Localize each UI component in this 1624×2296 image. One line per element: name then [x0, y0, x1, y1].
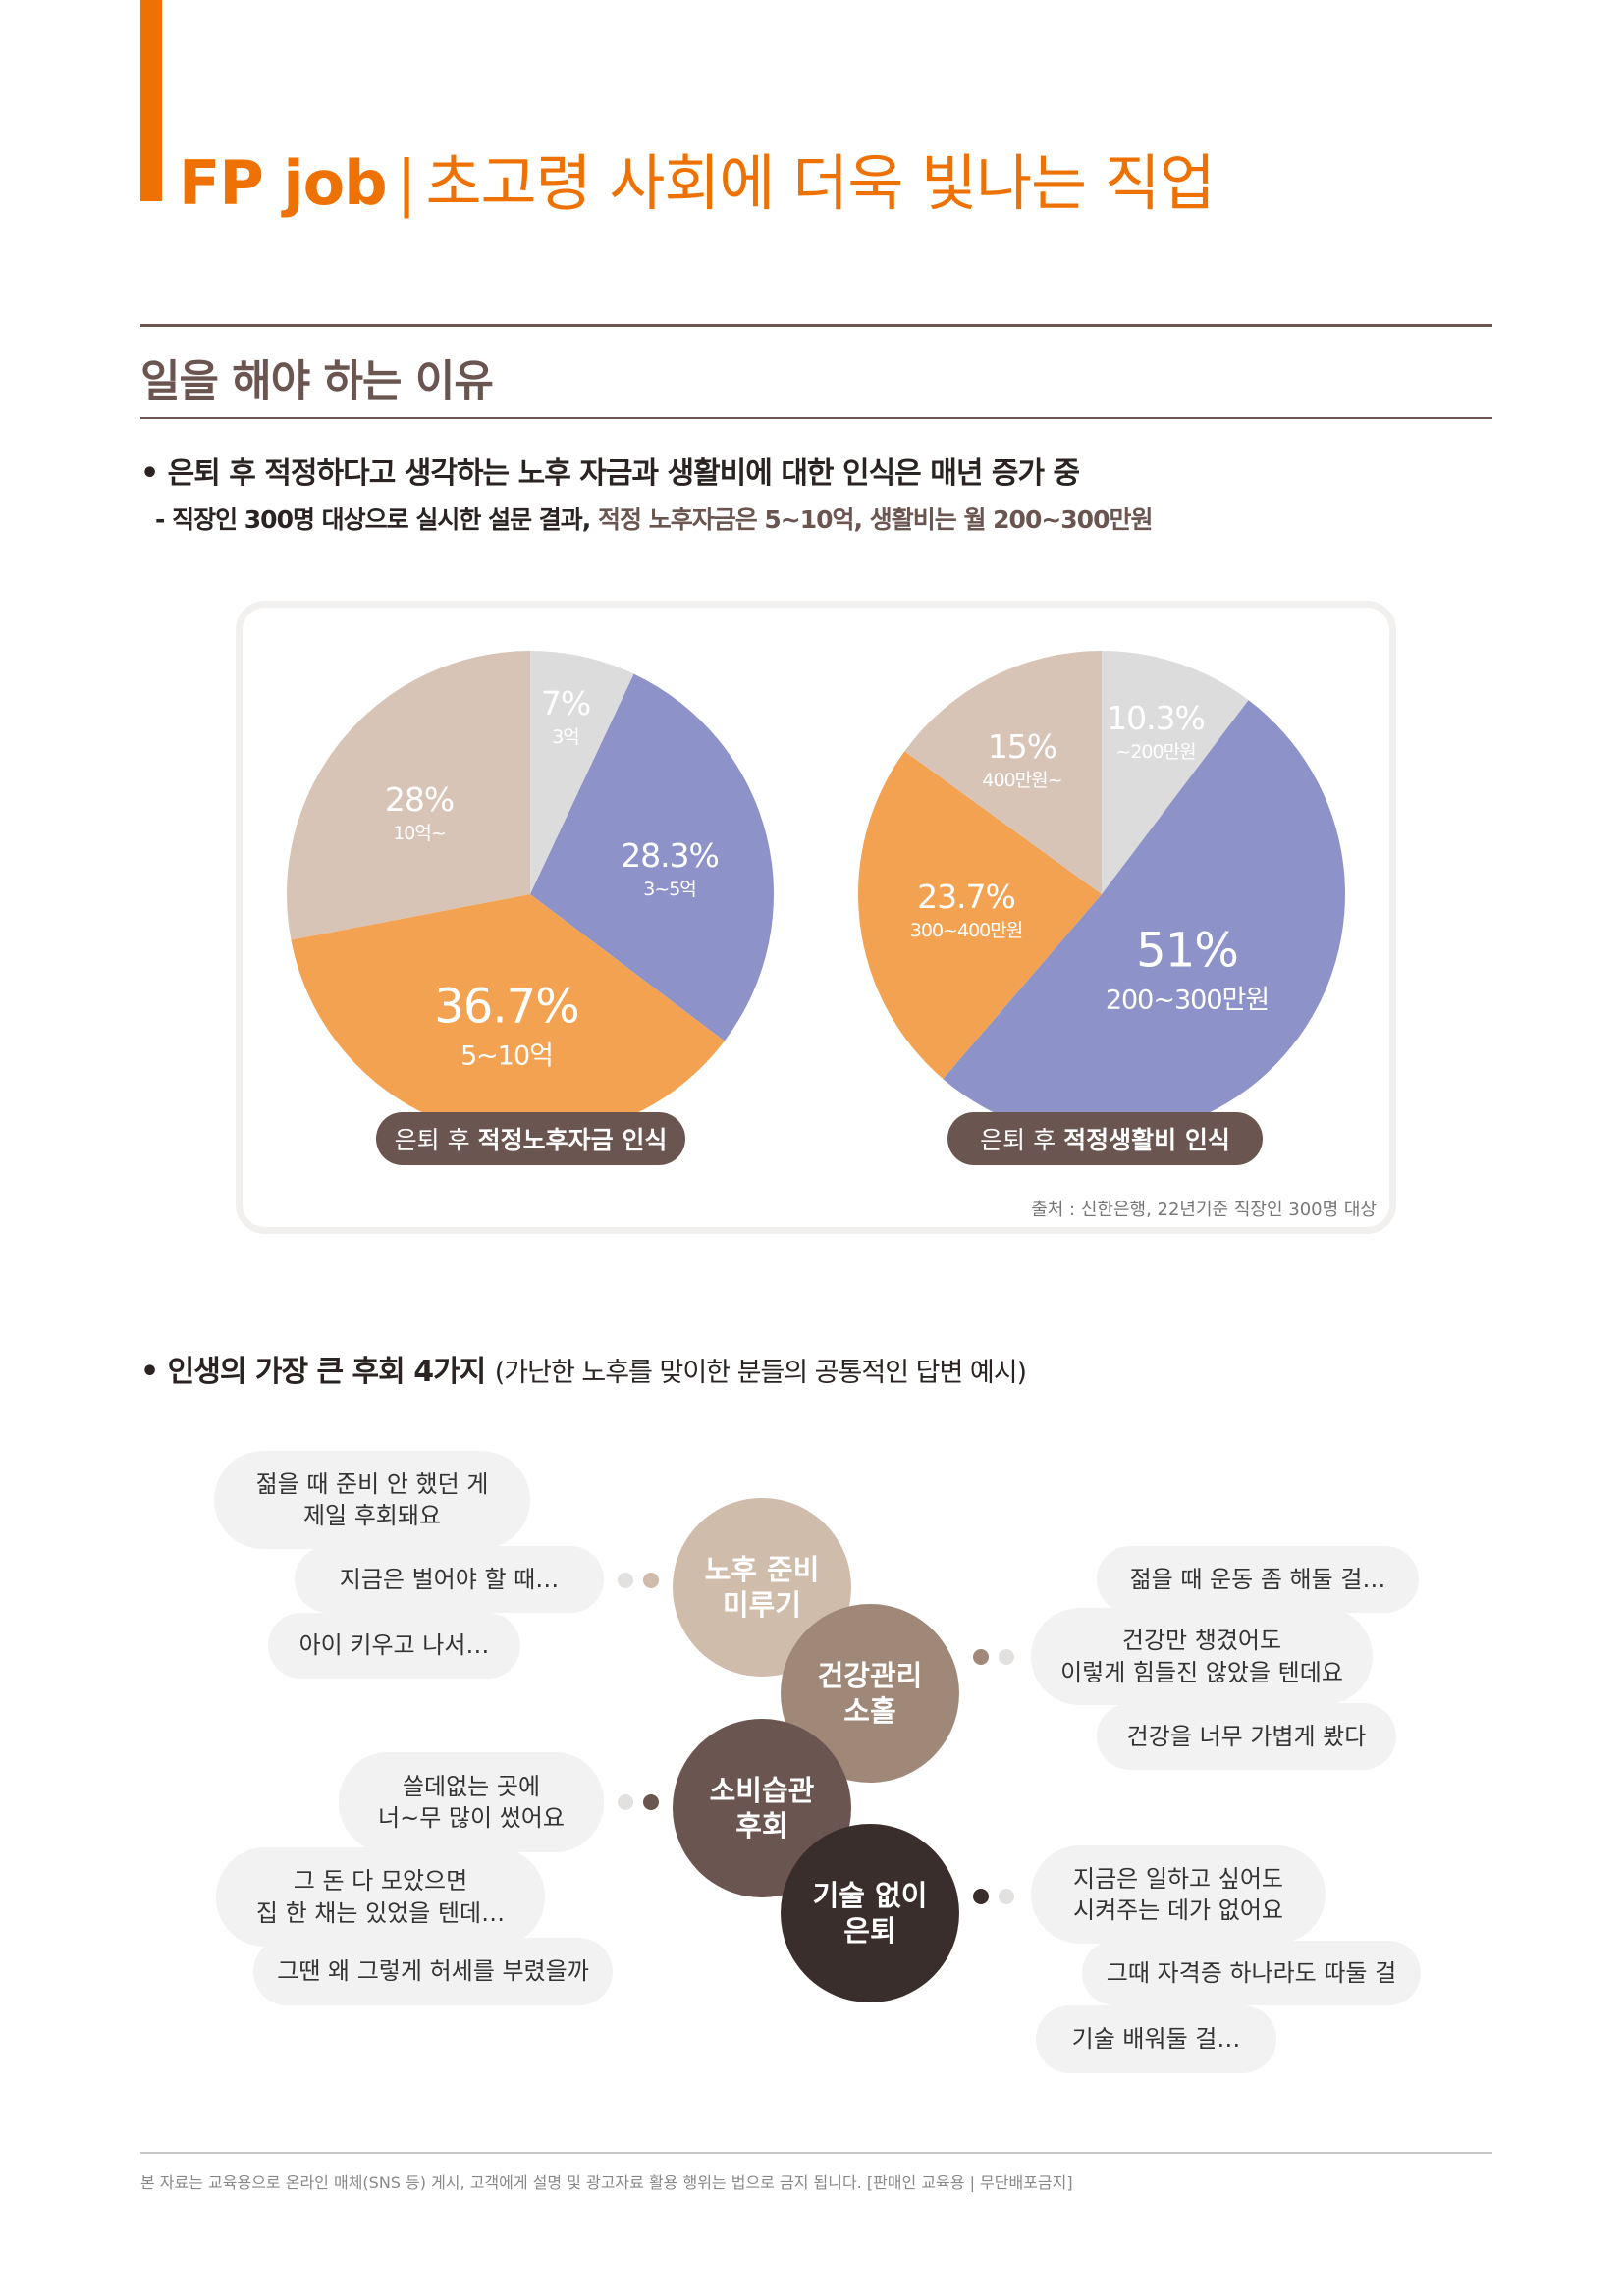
connector-dot	[618, 1573, 633, 1588]
divider	[140, 324, 1492, 327]
slice-label: 51% 200~300만원	[1105, 923, 1270, 1017]
connector-dot	[973, 1889, 989, 1904]
pie-slice	[1102, 651, 1249, 894]
slice-category: 3~5억	[643, 879, 697, 900]
quote-bubble: 기술 배워둘 걸…	[1036, 2005, 1276, 2073]
quote-bubble: 젊을 때 준비 안 했던 게 제일 후회돼요	[214, 1451, 530, 1549]
connector-dot	[999, 1889, 1014, 1904]
pie-title-bold: 적정생활비 인식	[1063, 1126, 1230, 1154]
pie-title-prefix: 은퇴 후	[980, 1126, 1056, 1154]
pie-slice	[943, 700, 1345, 1138]
slice-percent: 7%	[540, 684, 591, 722]
pie-title-bold: 적정노후자금 인식	[477, 1126, 668, 1154]
slice-label: 28.3% 3~5억	[621, 836, 720, 901]
slice-percent: 36.7%	[434, 979, 579, 1035]
quote-bubble: 그땐 왜 그렇게 허세를 부렸을까	[253, 1938, 613, 2005]
pie-slice	[904, 651, 1102, 894]
slice-label: 15% 400만원~	[982, 727, 1062, 792]
survey-prefix: - 직장인 300명 대상으로 실시한 설문 결과,	[155, 506, 598, 534]
slice-label: 36.7% 5~10억	[434, 979, 579, 1073]
pie-charts	[287, 651, 1345, 1138]
title-sub: 초고령 사회에 더욱 빛나는 직업	[425, 147, 1216, 219]
bullet-regrets: • 인생의 가장 큰 후회 4가지 (가난한 노후를 맞이한 분들의 공통적인 …	[140, 1347, 1027, 1390]
footer-disclaimer: 본 자료는 교육용으로 온라인 매체(SNS 등) 게시, 고객에게 설명 및 …	[140, 2173, 1073, 2192]
pie-title-prefix: 은퇴 후	[394, 1126, 470, 1154]
slice-percent: 15%	[987, 727, 1057, 766]
slice-label: 10.3% ~200만원	[1107, 699, 1206, 764]
regret-circle-skills: 기술 없이 은퇴	[781, 1824, 959, 2002]
quote-bubble: 지금은 벌어야 할 때…	[295, 1546, 604, 1613]
accent-bar	[140, 0, 162, 201]
quote-bubble: 건강만 챙겼어도 이렇게 힘들진 않았을 텐데요	[1031, 1608, 1373, 1705]
divider	[140, 417, 1492, 419]
quote-bubble: 아이 키우고 나서…	[268, 1613, 520, 1679]
quote-bubble: 건강을 너무 가볍게 봤다	[1097, 1703, 1396, 1770]
pie-slice	[530, 673, 774, 1041]
slice-percent: 23.7%	[917, 878, 1016, 916]
title-main: FP job	[179, 147, 388, 219]
pie-slice	[857, 751, 1102, 1080]
quote-bubble: 지금은 일하고 싶어도 시켜주는 데가 없어요	[1031, 1845, 1326, 1944]
slice-percent: 28.3%	[621, 836, 720, 875]
survey-summary: - 직장인 300명 대상으로 실시한 설문 결과, 적정 노후자금은 5~10…	[155, 501, 1153, 536]
connector-dot	[973, 1649, 989, 1665]
bullet-regrets-note: (가난한 노후를 맞이한 분들의 공통적인 답변 예시)	[494, 1358, 1027, 1388]
slice-label: 23.7% 300~400만원	[909, 878, 1023, 942]
slice-category: 300~400만원	[909, 920, 1023, 941]
slice-category: 200~300만원	[1105, 985, 1270, 1016]
quote-bubble: 그때 자격증 하나라도 따둘 걸	[1082, 1941, 1421, 2005]
slice-percent: 10.3%	[1107, 699, 1206, 737]
survey-highlight: 적정 노후자금은 5~10억, 생활비는 월 200~300만원	[598, 506, 1153, 534]
connector-dot	[618, 1794, 633, 1810]
slice-category: ~200만원	[1115, 741, 1196, 763]
slice-category: 5~10억	[460, 1041, 554, 1072]
slice-label: 28% 10억~	[384, 780, 455, 845]
quote-bubble: 쓸데없는 곳에 너~무 많이 썼어요	[339, 1752, 604, 1852]
pie-slice	[530, 651, 634, 894]
slice-label: 7% 3억	[540, 684, 591, 749]
page-title: FP job | 초고령 사회에 더욱 빛나는 직업	[179, 133, 1216, 222]
pie-title-retirement-fund: 은퇴 후 적정노후자금 인식	[376, 1112, 685, 1165]
slice-percent: 51%	[1136, 923, 1239, 979]
footer-divider	[140, 2152, 1492, 2154]
slice-category: 3억	[552, 726, 580, 748]
section-title: 일을 해야 하는 이유	[140, 356, 494, 406]
quote-bubble: 그 돈 다 모았으면 집 한 채는 있었을 텐데…	[216, 1847, 545, 1947]
source-note: 출처 : 신한은행, 22년기준 직장인 300명 대상	[1031, 1200, 1377, 1220]
bullet-retirement-fund: • 은퇴 후 적정하다고 생각하는 노후 자금과 생활비에 대한 인식은 매년 …	[140, 456, 1080, 491]
pie-slice	[287, 651, 530, 940]
pie-slice	[291, 894, 725, 1138]
quote-bubble: 젊을 때 운동 좀 해둘 걸…	[1097, 1546, 1419, 1613]
connector-dot	[643, 1794, 659, 1810]
pie-title-living-cost: 은퇴 후 적정생활비 인식	[947, 1112, 1263, 1165]
connector-dot	[643, 1573, 659, 1588]
slice-category: 10억~	[393, 823, 447, 844]
bullet-regrets-title: • 인생의 가장 큰 후회 4가지	[140, 1355, 486, 1389]
connector-dot	[999, 1649, 1014, 1665]
slice-category: 400만원~	[982, 770, 1062, 791]
title-separator: |	[396, 147, 417, 219]
slice-percent: 28%	[384, 780, 455, 819]
